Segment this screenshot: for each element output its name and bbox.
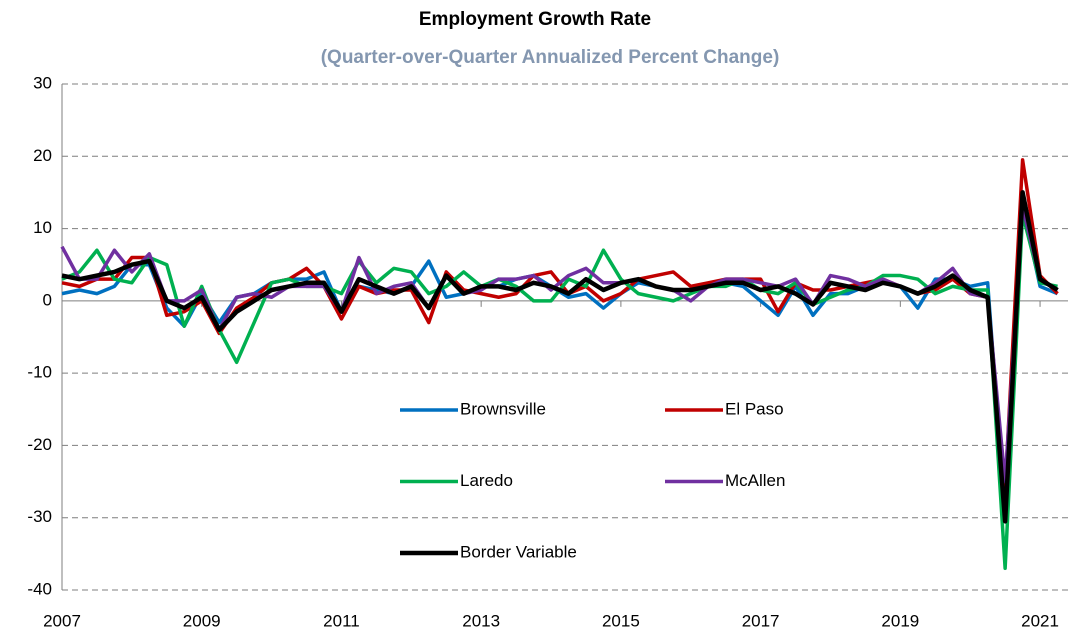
chart-subtitle: (Quarter-over-Quarter Annualized Percent… <box>321 47 780 68</box>
y-tick-label: 20 <box>33 146 52 165</box>
legend-label: El Paso <box>725 399 784 418</box>
x-tick-label: 2017 <box>742 611 780 630</box>
y-tick-label: -10 <box>27 363 52 382</box>
y-tick-label: -20 <box>27 435 52 454</box>
legend-label: McAllen <box>725 471 785 490</box>
x-tick-label: 2013 <box>462 611 500 630</box>
legend-label: Border Variable <box>460 542 577 561</box>
series-line <box>60 205 1059 484</box>
x-tick-label: 2015 <box>602 611 640 630</box>
x-tick-label: 2019 <box>881 611 919 630</box>
x-tick-label: 2009 <box>183 611 221 630</box>
series-line <box>61 158 1059 491</box>
chart-title: Employment Growth Rate <box>419 9 651 30</box>
y-tick-label: 10 <box>33 218 52 237</box>
y-tick-label: -30 <box>27 507 52 526</box>
x-tick-label: 2021 <box>1021 611 1059 630</box>
y-tick-label: 30 <box>33 73 52 92</box>
series-line <box>61 190 1059 524</box>
y-tick-label: 0 <box>43 290 52 309</box>
x-tick-label: 2011 <box>323 611 360 630</box>
series-line <box>61 205 1059 520</box>
legend-label: Laredo <box>460 471 513 490</box>
x-tick-label: 2007 <box>43 611 81 630</box>
series-line <box>61 212 1058 571</box>
y-tick-label: -40 <box>27 579 52 598</box>
legend-label: Brownsville <box>460 399 546 418</box>
